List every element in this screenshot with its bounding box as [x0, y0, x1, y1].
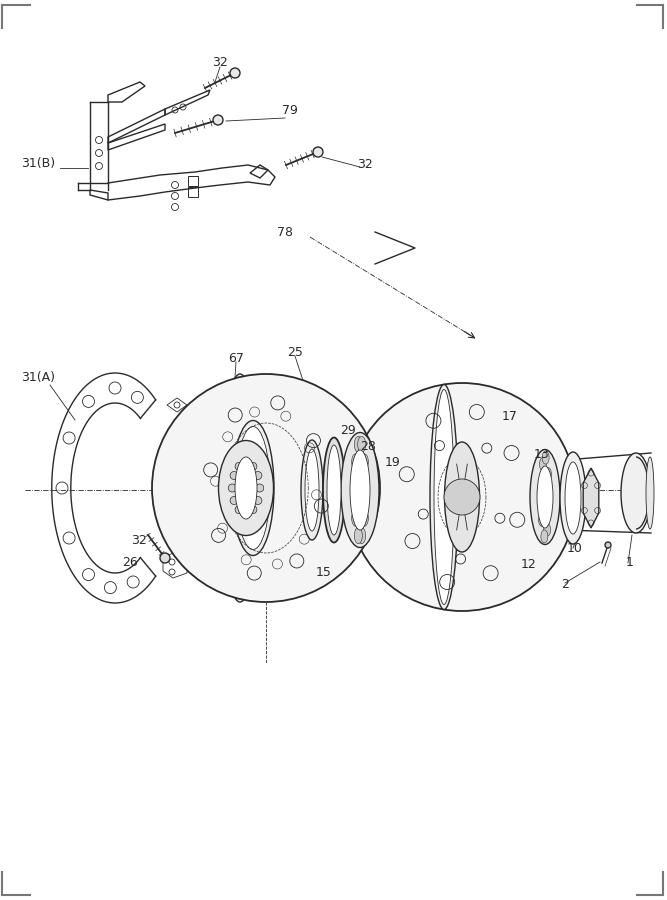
Ellipse shape [362, 482, 370, 498]
Circle shape [160, 553, 170, 563]
Text: 79: 79 [282, 104, 298, 116]
Bar [188, 187, 198, 197]
Ellipse shape [360, 510, 368, 526]
Text: 25: 25 [287, 346, 303, 358]
Ellipse shape [538, 513, 546, 526]
Circle shape [333, 543, 344, 553]
Ellipse shape [354, 527, 362, 544]
Circle shape [213, 115, 223, 125]
Ellipse shape [352, 510, 360, 526]
Ellipse shape [350, 450, 370, 530]
Ellipse shape [545, 498, 552, 510]
Ellipse shape [354, 436, 362, 453]
Circle shape [249, 463, 257, 471]
Ellipse shape [434, 390, 454, 605]
Circle shape [254, 497, 262, 505]
Circle shape [152, 374, 380, 602]
Ellipse shape [301, 440, 323, 540]
Ellipse shape [540, 458, 546, 471]
Ellipse shape [305, 449, 319, 531]
Text: 12: 12 [521, 559, 537, 572]
Ellipse shape [327, 445, 341, 535]
Circle shape [228, 484, 236, 492]
Circle shape [242, 509, 250, 517]
Circle shape [254, 472, 262, 480]
Text: 29: 29 [340, 424, 356, 436]
Text: 31(B): 31(B) [21, 157, 55, 169]
Circle shape [230, 68, 240, 78]
Ellipse shape [225, 379, 255, 597]
Ellipse shape [323, 437, 345, 543]
Circle shape [230, 497, 238, 505]
Ellipse shape [341, 433, 379, 547]
Ellipse shape [542, 451, 549, 464]
Text: 2: 2 [561, 579, 569, 591]
Ellipse shape [537, 466, 553, 528]
Ellipse shape [352, 454, 360, 470]
Circle shape [605, 542, 611, 548]
Ellipse shape [221, 374, 259, 602]
Ellipse shape [544, 468, 552, 481]
Polygon shape [583, 468, 599, 528]
Circle shape [230, 472, 238, 480]
Bar [188, 176, 198, 186]
Ellipse shape [236, 427, 270, 550]
Ellipse shape [538, 483, 545, 497]
Ellipse shape [219, 440, 273, 536]
Ellipse shape [530, 449, 560, 544]
Text: 17: 17 [502, 410, 518, 424]
Text: 10: 10 [567, 542, 583, 554]
Ellipse shape [541, 530, 548, 543]
Circle shape [313, 147, 323, 157]
Circle shape [235, 463, 243, 471]
Ellipse shape [544, 523, 550, 536]
Text: 67: 67 [228, 352, 244, 365]
Circle shape [348, 383, 576, 611]
Ellipse shape [430, 384, 458, 609]
Ellipse shape [565, 462, 581, 534]
Circle shape [444, 479, 480, 515]
Text: 1: 1 [626, 556, 634, 570]
Ellipse shape [360, 454, 368, 470]
Ellipse shape [351, 482, 359, 498]
Ellipse shape [235, 457, 257, 519]
Text: 19: 19 [385, 455, 401, 469]
Text: 78: 78 [277, 226, 293, 239]
Circle shape [242, 459, 250, 467]
Circle shape [249, 506, 257, 514]
Ellipse shape [358, 436, 366, 453]
Ellipse shape [560, 452, 586, 544]
Circle shape [255, 484, 263, 492]
Text: 32: 32 [131, 534, 147, 546]
Text: 15: 15 [316, 566, 332, 580]
Ellipse shape [621, 453, 651, 533]
Ellipse shape [358, 527, 366, 544]
Ellipse shape [232, 420, 274, 555]
Text: 32: 32 [357, 158, 373, 172]
Ellipse shape [646, 457, 654, 529]
Circle shape [235, 506, 243, 514]
Text: 28: 28 [360, 440, 376, 454]
Text: 32: 32 [212, 57, 228, 69]
Text: 26: 26 [122, 556, 138, 570]
Ellipse shape [444, 442, 480, 552]
Text: 31(A): 31(A) [21, 372, 55, 384]
Text: 13: 13 [534, 448, 550, 462]
